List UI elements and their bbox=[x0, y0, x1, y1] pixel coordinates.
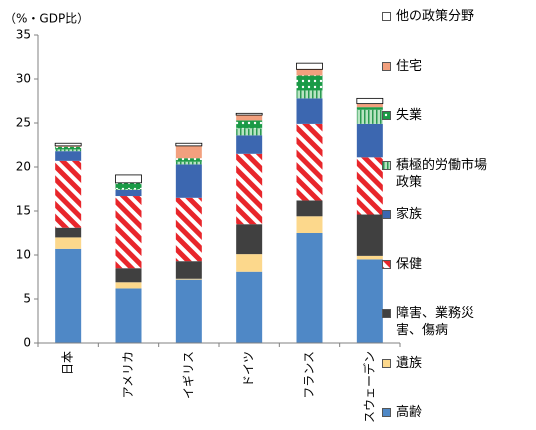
legend-item: 遺族 bbox=[382, 355, 532, 372]
legend-swatch bbox=[382, 408, 391, 417]
bar-segment bbox=[356, 107, 383, 110]
bar-segment bbox=[236, 271, 263, 343]
bar-segment bbox=[55, 237, 82, 249]
y-axis-label: （%・GDP比） bbox=[4, 12, 89, 26]
legend-swatch bbox=[382, 111, 391, 120]
y-tick-label: 10 bbox=[16, 248, 31, 262]
x-tick-label: フランス bbox=[302, 351, 316, 399]
bar-segment bbox=[356, 97, 384, 105]
bar-segment bbox=[296, 90, 323, 99]
bar-segment bbox=[296, 233, 323, 343]
bar-segment bbox=[356, 157, 383, 215]
bar-segment bbox=[236, 128, 263, 136]
legend-item: 高齢 bbox=[382, 404, 532, 421]
legend-swatch bbox=[382, 210, 391, 219]
bar-segment bbox=[296, 200, 323, 217]
legend-item: 積極的労働市場政策 bbox=[382, 157, 532, 191]
legend-label: 障害、業務災害、傷病 bbox=[396, 306, 475, 338]
bar-segment bbox=[175, 164, 202, 198]
bar-segment bbox=[356, 255, 383, 260]
bar-segment bbox=[55, 248, 82, 343]
bar-segment bbox=[115, 174, 142, 184]
bar-segment bbox=[115, 288, 142, 343]
bar-segment bbox=[175, 145, 202, 159]
bar-segment bbox=[55, 149, 82, 152]
legend-label: 保健 bbox=[396, 256, 423, 272]
bar-segment bbox=[55, 145, 82, 147]
legend-swatch bbox=[382, 309, 391, 318]
legend-label: 住宅 bbox=[396, 58, 423, 74]
legend-item: 他の政策分野 bbox=[382, 8, 532, 25]
y-tick-label: 20 bbox=[16, 160, 31, 174]
legend-item: 失業 bbox=[382, 107, 532, 124]
bar-segment bbox=[236, 224, 263, 255]
bar-segment bbox=[115, 196, 142, 269]
legend-label: 家族 bbox=[396, 207, 423, 222]
bar-segment bbox=[356, 109, 383, 124]
bar-segment bbox=[356, 214, 383, 256]
bar-segment bbox=[356, 259, 383, 343]
bar-segment bbox=[55, 227, 82, 238]
bar-segment bbox=[54, 142, 82, 147]
legend-item: 障害、業務災害、傷病 bbox=[382, 305, 532, 339]
bar-segment bbox=[55, 146, 82, 150]
bar-segment bbox=[115, 189, 142, 197]
legend-swatch bbox=[382, 160, 391, 170]
bar-segment bbox=[296, 98, 323, 124]
y-tick-label: 15 bbox=[16, 204, 31, 218]
x-tick-label: ドイツ bbox=[242, 351, 256, 387]
bar-segment bbox=[236, 254, 263, 272]
bar-segment bbox=[296, 75, 323, 91]
legend-swatch bbox=[382, 259, 391, 269]
bar-segment bbox=[175, 142, 203, 147]
bar-segment bbox=[175, 278, 202, 280]
bar-segment bbox=[296, 62, 323, 70]
legend-label: 高齢 bbox=[396, 405, 423, 420]
bar-segment bbox=[55, 151, 82, 161]
legend-swatch bbox=[382, 61, 391, 71]
bar-segment bbox=[175, 279, 202, 343]
bar-segment bbox=[236, 153, 263, 225]
bar-segment bbox=[115, 268, 142, 283]
bar-segment bbox=[175, 158, 202, 162]
x-tick-label: イギリス bbox=[181, 351, 195, 399]
y-tick-label: 25 bbox=[16, 116, 31, 130]
legend-item: 家族 bbox=[382, 206, 532, 223]
legend-item: 住宅 bbox=[382, 58, 532, 75]
bar-segment bbox=[115, 282, 142, 289]
bar-segment bbox=[296, 123, 323, 201]
x-tick-label: アメリカ bbox=[121, 351, 135, 398]
bar-segment bbox=[235, 112, 263, 116]
y-tick-label: 35 bbox=[16, 28, 31, 42]
bar-segment bbox=[175, 161, 202, 165]
bar-segment bbox=[236, 135, 263, 154]
bar-segment bbox=[175, 261, 202, 279]
legend-swatch bbox=[382, 12, 391, 21]
bar-segment bbox=[296, 216, 323, 233]
x-tick-label: 日本 bbox=[61, 351, 75, 375]
bar-segment bbox=[115, 182, 142, 189]
legend-label: 他の政策分野 bbox=[396, 9, 475, 24]
bar-segment bbox=[296, 69, 323, 76]
bar-segment bbox=[236, 120, 263, 129]
x-tick-label: スウェーデン bbox=[361, 351, 376, 423]
bar-segment bbox=[55, 160, 82, 228]
bar-segment bbox=[236, 115, 263, 121]
legend-label: 遺族 bbox=[396, 355, 423, 371]
bar-segment bbox=[356, 123, 383, 158]
y-tick-label: 30 bbox=[16, 72, 31, 86]
legend-label: 積極的労働市場政策 bbox=[396, 157, 488, 190]
legend-label: 失業 bbox=[396, 108, 423, 123]
legend-item: 保健 bbox=[382, 256, 532, 273]
y-tick-label: 0 bbox=[23, 336, 31, 350]
bar-segment bbox=[356, 103, 383, 108]
bar-segment bbox=[115, 189, 142, 190]
bar-segment bbox=[175, 197, 202, 262]
legend-swatch bbox=[382, 358, 391, 368]
y-tick-label: 5 bbox=[23, 292, 31, 306]
